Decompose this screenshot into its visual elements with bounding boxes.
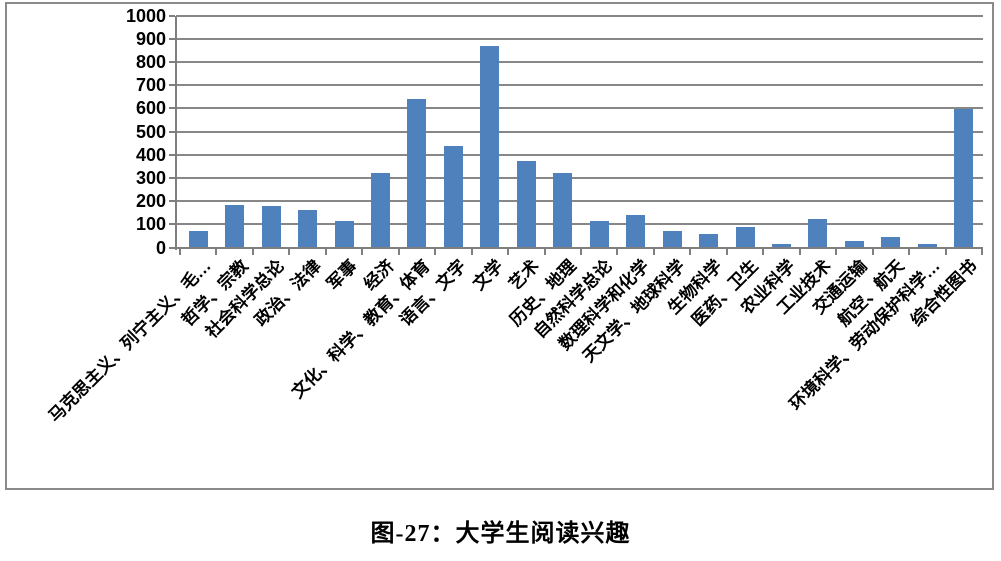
y-axis-label: 1000 bbox=[125, 5, 166, 26]
y-axis-tick bbox=[169, 37, 175, 40]
chart-frame bbox=[5, 2, 994, 490]
x-axis-tick bbox=[543, 248, 546, 255]
gridline bbox=[176, 60, 983, 63]
x-axis-tick bbox=[981, 248, 983, 255]
bar bbox=[954, 108, 974, 248]
y-axis-tick bbox=[169, 153, 175, 156]
bar bbox=[188, 231, 208, 248]
y-axis-label: 300 bbox=[135, 167, 166, 188]
gridline bbox=[176, 223, 983, 226]
bar bbox=[553, 173, 573, 248]
figure-caption: 图-27：大学生阅读兴趣 bbox=[370, 521, 631, 547]
y-axis-line bbox=[175, 15, 177, 250]
gridline bbox=[176, 130, 983, 133]
x-axis-tick bbox=[908, 248, 911, 255]
gridline bbox=[176, 176, 983, 179]
bar bbox=[298, 209, 318, 248]
x-axis-tick bbox=[652, 248, 655, 255]
x-axis-tick bbox=[251, 248, 254, 255]
x-axis-tick bbox=[215, 248, 218, 255]
y-axis-tick bbox=[169, 200, 175, 203]
bar bbox=[699, 234, 719, 248]
x-axis-tick bbox=[725, 248, 728, 255]
y-axis-tick bbox=[169, 223, 175, 226]
x-axis-tick bbox=[689, 248, 692, 255]
bar bbox=[480, 45, 500, 248]
x-axis-tick bbox=[871, 248, 874, 255]
gridline bbox=[176, 153, 983, 156]
bar bbox=[589, 220, 609, 248]
y-axis-label: 600 bbox=[135, 98, 166, 119]
bar bbox=[881, 237, 901, 248]
bar bbox=[917, 244, 937, 248]
y-axis-label: 400 bbox=[135, 144, 166, 165]
bar bbox=[844, 240, 864, 248]
y-axis-label: 900 bbox=[135, 28, 166, 49]
y-axis-tick bbox=[169, 84, 175, 87]
y-axis-label: 200 bbox=[135, 191, 166, 212]
y-axis-tick bbox=[169, 107, 175, 110]
x-axis-tick bbox=[288, 248, 291, 255]
y-axis-label: 700 bbox=[135, 75, 166, 96]
y-axis-label: 0 bbox=[155, 237, 166, 258]
x-axis-tick bbox=[507, 248, 510, 255]
gridline bbox=[176, 14, 983, 17]
x-axis-tick bbox=[580, 248, 582, 255]
y-axis-label: 100 bbox=[135, 214, 166, 235]
x-axis-tick bbox=[179, 248, 181, 255]
x-axis-tick bbox=[397, 248, 400, 255]
x-axis-line bbox=[169, 246, 983, 249]
x-axis-tick bbox=[762, 248, 765, 255]
y-axis-tick bbox=[169, 14, 175, 17]
bar bbox=[662, 230, 682, 248]
y-axis-tick bbox=[169, 176, 175, 179]
gridline bbox=[176, 84, 983, 87]
y-axis-label: 500 bbox=[135, 121, 166, 142]
y-axis-tick bbox=[169, 130, 175, 133]
bar bbox=[516, 161, 536, 248]
bar bbox=[371, 173, 390, 248]
bar bbox=[334, 221, 354, 248]
gridline bbox=[176, 200, 983, 203]
bar bbox=[735, 227, 755, 248]
x-axis-tick bbox=[944, 248, 947, 255]
x-axis-tick bbox=[616, 248, 619, 255]
x-axis-tick bbox=[361, 248, 364, 255]
gridline bbox=[176, 37, 983, 40]
gridline bbox=[176, 107, 983, 110]
x-axis-tick bbox=[434, 248, 437, 255]
x-axis-tick bbox=[324, 248, 327, 255]
bar bbox=[808, 218, 828, 248]
bar bbox=[626, 215, 646, 248]
x-axis-tick bbox=[798, 248, 801, 255]
bar bbox=[443, 145, 463, 248]
bar bbox=[407, 99, 427, 248]
y-axis-label: 800 bbox=[135, 51, 166, 72]
bar bbox=[261, 206, 281, 248]
y-axis-tick bbox=[169, 60, 175, 63]
bar bbox=[772, 243, 791, 248]
bar bbox=[225, 204, 245, 248]
x-axis-tick bbox=[470, 248, 473, 255]
x-axis-tick bbox=[835, 248, 838, 255]
